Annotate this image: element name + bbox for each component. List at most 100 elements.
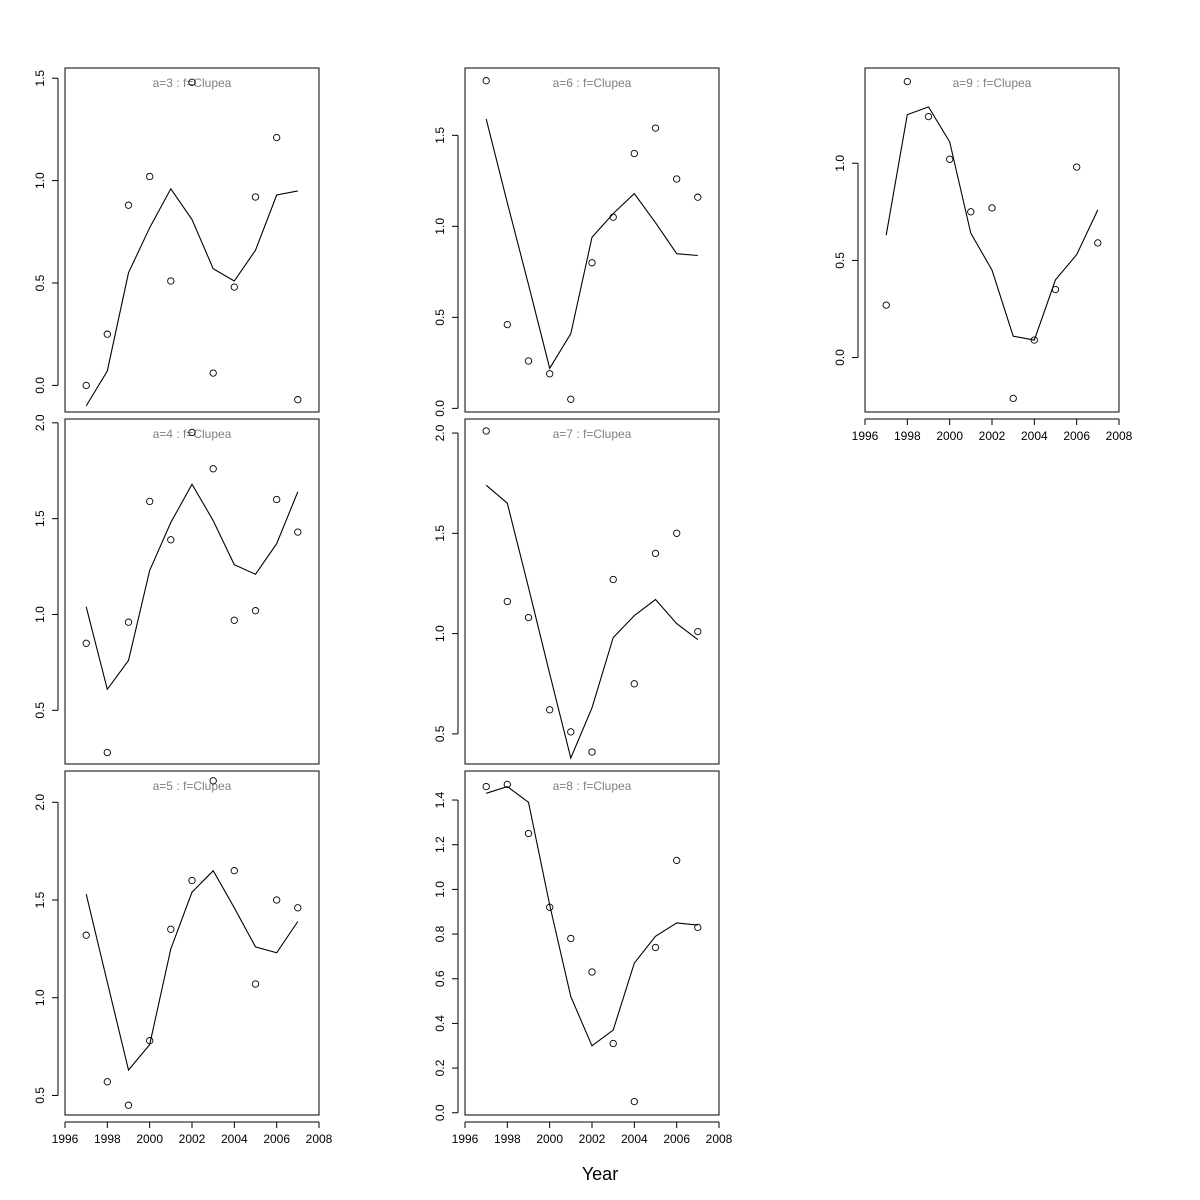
y-tick-label: 0.0 [33, 377, 47, 394]
observed-point [1030, 336, 1038, 344]
observed-point [482, 782, 490, 791]
y-tick-label: 2.0 [433, 424, 447, 441]
observed-point [103, 330, 111, 338]
panel-title: a=3 : f=Clupea [153, 76, 232, 90]
observed-point [251, 193, 260, 201]
y-tick-label: 1.0 [33, 172, 47, 189]
x-tick-label: 2008 [1106, 429, 1133, 443]
observed-point [503, 597, 511, 606]
panel-a6: a=6 : f=Clupea 0.0 0.5 1.0 1.5 [433, 67, 720, 417]
x-tick-label: 2008 [706, 1132, 733, 1146]
observed-point [124, 1101, 133, 1109]
y-tick-label: 0.0 [433, 1104, 447, 1121]
y-tick-label: 0.4 [433, 1015, 447, 1032]
observed-point [146, 1037, 154, 1045]
x-tick-label: 1996 [452, 1132, 479, 1146]
observed-point [567, 395, 575, 403]
observed-point [103, 748, 111, 757]
observed-point [1009, 394, 1017, 403]
observed-point [294, 396, 302, 404]
observed-point [146, 172, 154, 181]
observed-point [694, 193, 702, 201]
observed-point [673, 529, 681, 537]
observed-point [673, 175, 681, 183]
y-tick-label: 2.0 [33, 414, 47, 431]
x-tick-label: 2004 [221, 1132, 248, 1146]
observed-point [209, 777, 217, 785]
observed-point [673, 856, 681, 865]
y-tick-label: 1.0 [833, 155, 847, 172]
observed-point [567, 728, 575, 736]
observed-point [273, 896, 281, 904]
observed-point [630, 680, 638, 688]
observed-point [124, 201, 133, 209]
x-tick-label: 2004 [621, 1132, 648, 1146]
y-tick-label: 0.6 [433, 970, 447, 987]
observed-point [103, 1078, 111, 1086]
plot-frame [464, 67, 720, 413]
y-tick-label: 1.5 [33, 510, 47, 527]
observed-point [82, 639, 90, 647]
fitted-line [85, 187, 298, 407]
panel-a8: a=8 : f=Clupea 0.0 0.2 0.4 0.6 0.8 1.0 1.2 1.4 19… [433, 770, 733, 1146]
x-tick-label: 2006 [263, 1132, 290, 1146]
x-tick-label: 1996 [52, 1132, 79, 1146]
observed-point [651, 124, 660, 132]
panel-title: a=4 : f=Clupea [153, 427, 232, 441]
observed-point [294, 528, 302, 536]
y-tick-label: 0.0 [833, 349, 847, 366]
panel-a4: a=4 : f=Clupea 0.5 1.0 1.5 2.0 [33, 414, 320, 765]
y-tick-label: 0.0 [433, 400, 447, 417]
x-tick-label: 2008 [306, 1132, 333, 1146]
observed-point [230, 616, 238, 624]
y-tick-label: 1.5 [33, 891, 47, 908]
observed-point [1073, 163, 1081, 171]
observed-point [630, 149, 638, 158]
observed-point [124, 618, 133, 626]
observed-point [588, 259, 596, 267]
panel-a7: a=7 : f=Clupea 0.5 1.0 1.5 2.0 [433, 418, 720, 765]
y-tick-label: 1.5 [433, 127, 447, 144]
observed-point [882, 301, 890, 309]
plot-frame [64, 67, 320, 413]
x-tick-label: 2004 [1021, 429, 1048, 443]
fitted-line [85, 483, 299, 691]
observed-point [609, 1039, 617, 1048]
x-tick-label: 2006 [1063, 429, 1090, 443]
observed-point [1051, 285, 1060, 294]
observed-point [524, 357, 533, 365]
observed-point [503, 780, 511, 789]
observed-point [188, 78, 196, 86]
y-tick-label: 1.0 [33, 606, 47, 623]
y-tick-label: 2.0 [33, 794, 47, 811]
x-tick-label: 2000 [936, 429, 963, 443]
fitted-line [85, 869, 299, 1072]
observed-point [924, 112, 933, 121]
observed-point [188, 876, 196, 885]
observed-point [230, 283, 238, 291]
panel-title: a=7 : f=Clupea [553, 427, 632, 441]
panel-title: a=5 : f=Clupea [153, 779, 232, 793]
x-tick-label: 2002 [979, 429, 1006, 443]
observed-point [209, 369, 217, 377]
y-tick-label: 1.5 [33, 70, 47, 87]
observed-point [694, 923, 702, 932]
observed-point [167, 925, 175, 933]
y-tick-label: 1.0 [433, 881, 447, 898]
observed-point [946, 155, 954, 163]
fitted-line [885, 106, 1099, 341]
observed-point [294, 904, 302, 912]
y-tick-label: 1.4 [433, 791, 447, 808]
panel-title: a=8 : f=Clupea [553, 779, 632, 793]
observed-point [567, 934, 575, 943]
observed-point [82, 381, 90, 390]
observed-point [230, 867, 238, 875]
observed-point [146, 497, 154, 506]
observed-point [188, 428, 196, 437]
plot-frame [864, 67, 1120, 413]
x-tick-label: 2006 [663, 1132, 690, 1146]
observed-point [609, 575, 617, 584]
observed-point [251, 980, 260, 988]
plot-frame [464, 418, 720, 765]
